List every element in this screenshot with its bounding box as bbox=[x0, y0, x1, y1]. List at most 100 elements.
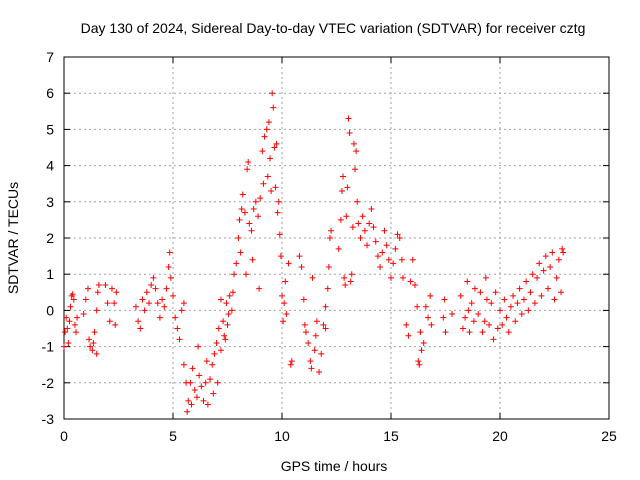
data-point bbox=[235, 235, 242, 241]
data-point bbox=[287, 361, 294, 368]
data-point bbox=[111, 300, 118, 307]
data-point bbox=[368, 206, 375, 213]
data-point bbox=[560, 249, 567, 256]
data-point bbox=[152, 285, 159, 292]
data-point bbox=[407, 278, 414, 285]
data-point bbox=[318, 350, 325, 357]
y-tick-label: 6 bbox=[46, 85, 54, 101]
data-point bbox=[377, 263, 384, 270]
data-point bbox=[505, 329, 512, 336]
chart-title: Day 130 of 2024, Sidereal Day-to-day VTE… bbox=[81, 20, 586, 36]
y-tick-label: -3 bbox=[42, 411, 55, 427]
y-axis-label: SDTVAR / TECUs bbox=[5, 182, 21, 294]
data-point bbox=[252, 198, 259, 205]
data-point bbox=[191, 387, 198, 394]
data-point bbox=[260, 180, 267, 187]
data-point bbox=[84, 285, 91, 292]
data-point bbox=[167, 274, 174, 281]
data-point bbox=[200, 397, 207, 404]
data-point bbox=[207, 376, 214, 383]
data-point bbox=[385, 256, 392, 263]
data-point bbox=[503, 314, 510, 321]
data-point bbox=[166, 249, 173, 256]
data-point bbox=[217, 347, 224, 354]
data-point bbox=[374, 253, 381, 260]
data-point bbox=[512, 318, 519, 325]
data-point bbox=[307, 358, 314, 365]
data-point bbox=[188, 401, 195, 408]
data-point bbox=[220, 318, 227, 325]
data-point bbox=[343, 213, 350, 220]
data-point bbox=[359, 213, 366, 220]
data-point bbox=[366, 220, 373, 227]
data-point bbox=[285, 260, 292, 267]
data-point bbox=[486, 321, 493, 328]
data-point bbox=[409, 256, 416, 263]
data-point bbox=[279, 292, 285, 299]
data-point bbox=[193, 394, 200, 401]
data-point bbox=[211, 350, 218, 357]
data-point bbox=[236, 216, 243, 223]
data-point bbox=[146, 300, 153, 307]
x-tick-label: 10 bbox=[274, 428, 290, 444]
gridlines bbox=[64, 57, 609, 419]
x-tick-label: 20 bbox=[492, 428, 508, 444]
data-point bbox=[132, 303, 139, 310]
data-point bbox=[282, 278, 289, 285]
data-point bbox=[516, 285, 523, 292]
data-point bbox=[215, 325, 222, 332]
data-point bbox=[394, 231, 401, 238]
data-point bbox=[520, 296, 527, 303]
data-point bbox=[288, 358, 295, 365]
data-point bbox=[225, 311, 232, 318]
data-point bbox=[494, 325, 501, 332]
data-point bbox=[245, 158, 252, 165]
data-point bbox=[87, 343, 94, 350]
data-point bbox=[523, 278, 530, 285]
data-point bbox=[226, 292, 233, 299]
data-point bbox=[531, 300, 538, 307]
data-point bbox=[213, 339, 220, 346]
data-point bbox=[274, 209, 281, 216]
data-point bbox=[355, 220, 362, 227]
x-tick-label: 15 bbox=[383, 428, 399, 444]
data-point bbox=[163, 285, 170, 292]
data-point bbox=[271, 144, 278, 151]
data-point bbox=[399, 274, 406, 281]
data-point bbox=[237, 249, 244, 256]
data-point bbox=[422, 303, 429, 310]
data-point bbox=[308, 365, 315, 372]
data-point bbox=[459, 325, 466, 332]
y-tick-label: 5 bbox=[46, 121, 54, 137]
data-point bbox=[427, 292, 434, 299]
data-point bbox=[338, 187, 345, 194]
data-point bbox=[257, 195, 264, 202]
data-point bbox=[477, 289, 484, 296]
data-point bbox=[187, 379, 194, 386]
data-point bbox=[172, 314, 179, 321]
data-point bbox=[139, 296, 146, 303]
data-point bbox=[529, 271, 536, 278]
data-point bbox=[256, 285, 263, 292]
data-point bbox=[449, 311, 456, 318]
data-point bbox=[248, 227, 255, 234]
y-tick-label: 7 bbox=[46, 49, 54, 65]
y-tick-label: -2 bbox=[42, 375, 55, 391]
data-point bbox=[224, 321, 231, 328]
data-point bbox=[311, 347, 318, 354]
y-tick-label: 1 bbox=[46, 266, 54, 282]
data-point bbox=[176, 336, 183, 343]
data-point bbox=[488, 300, 495, 307]
data-series-sdtvar bbox=[61, 90, 567, 415]
data-point bbox=[325, 263, 332, 270]
data-point bbox=[113, 289, 120, 296]
data-point bbox=[305, 339, 312, 346]
data-point bbox=[411, 282, 418, 289]
data-point bbox=[268, 187, 275, 194]
data-point bbox=[222, 336, 229, 343]
data-point bbox=[165, 263, 172, 270]
data-point bbox=[204, 401, 211, 408]
data-point bbox=[241, 209, 248, 216]
data-point bbox=[80, 311, 87, 318]
